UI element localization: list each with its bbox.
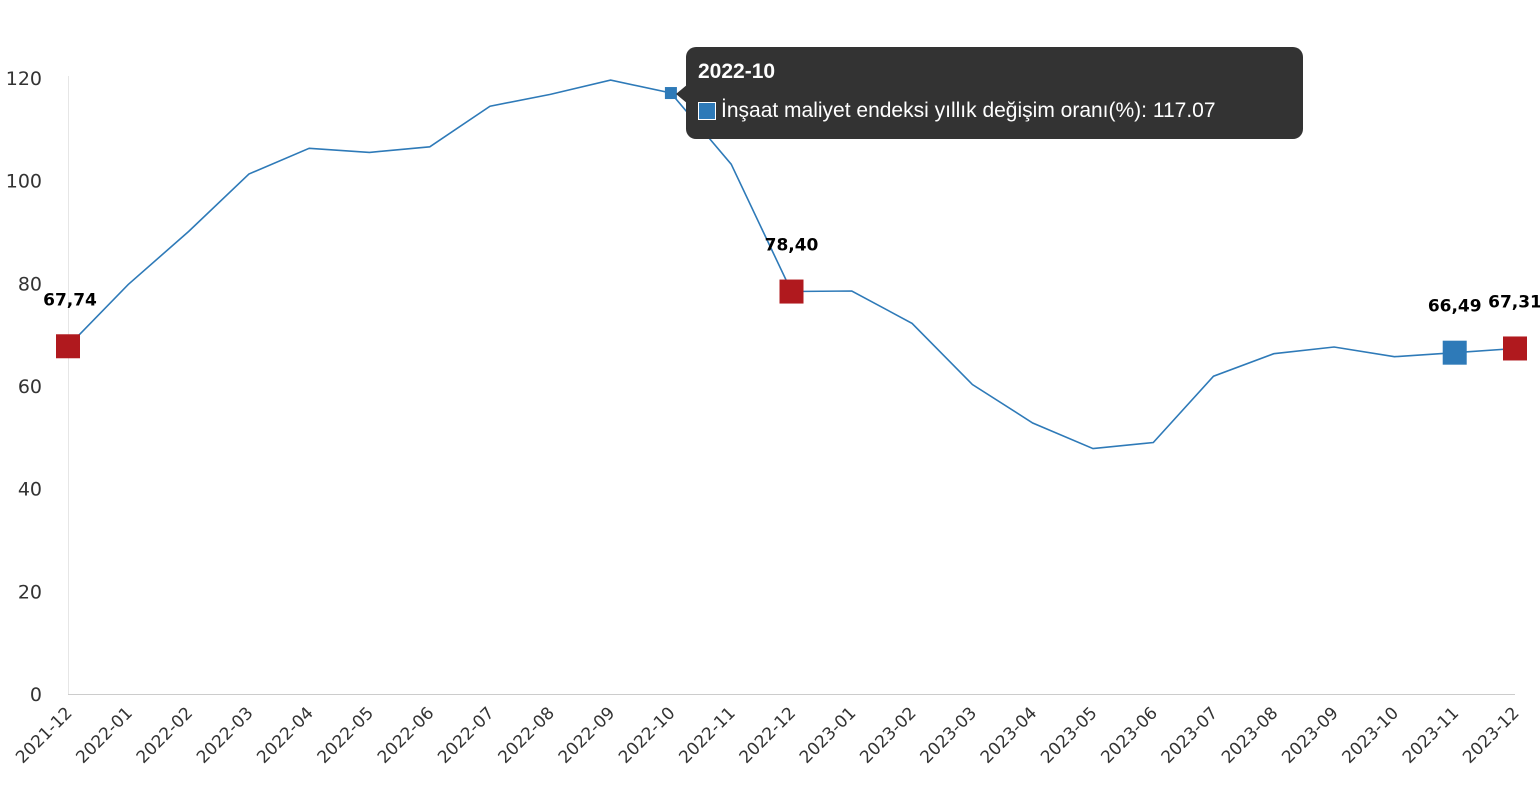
x-axis-ticks: 2021-122022-012022-022022-032022-042022-… xyxy=(12,703,1523,767)
x-tick-label: 2023-01 xyxy=(796,703,860,767)
data-labels: 67,74 78,40 66,49 67,31 xyxy=(43,236,1540,317)
y-tick-label: 0 xyxy=(30,684,42,706)
x-tick-label: 2022-09 xyxy=(555,703,619,767)
x-tick-label: 2022-12 xyxy=(736,703,800,767)
data-label: 67,74 xyxy=(43,290,97,310)
x-tick-label: 2023-06 xyxy=(1097,703,1161,767)
x-tick-label: 2022-05 xyxy=(314,703,378,767)
highlight-point-marker xyxy=(779,279,804,304)
y-tick-label: 60 xyxy=(18,376,42,398)
tooltip-series-label: İnşaat maliyet endeksi yıllık değişim or… xyxy=(721,99,1142,122)
tooltip: 2022-10 İnşaat maliyet endeksi yıllık de… xyxy=(686,47,1303,139)
y-tick-label: 120 xyxy=(6,68,42,90)
highlight-point-marker xyxy=(1442,340,1467,365)
x-tick-label: 2023-11 xyxy=(1399,703,1463,767)
x-tick-label: 2022-04 xyxy=(253,703,317,767)
tooltip-arrow xyxy=(676,84,688,104)
x-tick-label: 2022-02 xyxy=(133,703,197,767)
data-label: 67,31 xyxy=(1488,292,1540,312)
highlight-point-marker xyxy=(1503,336,1527,361)
x-tick-label: 2023-09 xyxy=(1278,703,1342,767)
y-axis-ticks: 0 20 40 60 80 100 120 xyxy=(6,68,42,706)
x-tick-label: 2022-03 xyxy=(193,703,257,767)
x-tick-label: 2023-05 xyxy=(1037,703,1101,767)
x-tick-label: 2022-08 xyxy=(495,703,559,767)
tooltip-series-swatch xyxy=(698,102,716,120)
x-tick-label: 2023-10 xyxy=(1339,703,1403,767)
x-tick-label: 2022-11 xyxy=(675,703,739,767)
highlight-point-marker xyxy=(56,334,80,359)
x-tick-label: 2023-07 xyxy=(1158,703,1222,767)
y-tick-label: 40 xyxy=(18,479,42,501)
hover-marker-group xyxy=(664,87,677,100)
data-label: 66,49 xyxy=(1428,297,1482,317)
y-tick-label: 20 xyxy=(18,581,42,603)
y-tick-label: 100 xyxy=(6,171,42,193)
tooltip-separator: : xyxy=(1141,99,1153,122)
x-tick-label: 2023-02 xyxy=(856,703,920,767)
x-tick-label: 2022-10 xyxy=(615,703,679,767)
y-tick-label: 80 xyxy=(18,273,42,295)
x-tick-label: 2022-07 xyxy=(434,703,498,767)
highlight-markers xyxy=(56,279,1527,365)
hover-point-marker xyxy=(664,87,677,100)
x-tick-label: 2023-03 xyxy=(917,703,981,767)
tooltip-row: İnşaat maliyet endeksi yıllık değişim or… xyxy=(698,99,1291,123)
x-tick-label: 2021-12 xyxy=(12,703,76,767)
x-tick-label: 2023-12 xyxy=(1459,703,1523,767)
x-tick-label: 2023-08 xyxy=(1218,703,1282,767)
data-label: 78,40 xyxy=(765,236,819,256)
x-tick-label: 2022-01 xyxy=(72,703,136,767)
x-tick-label: 2022-06 xyxy=(374,703,438,767)
tooltip-value: 117.07 xyxy=(1152,99,1216,122)
x-tick-label: 2023-04 xyxy=(977,703,1041,767)
tooltip-title: 2022-10 xyxy=(698,60,776,83)
